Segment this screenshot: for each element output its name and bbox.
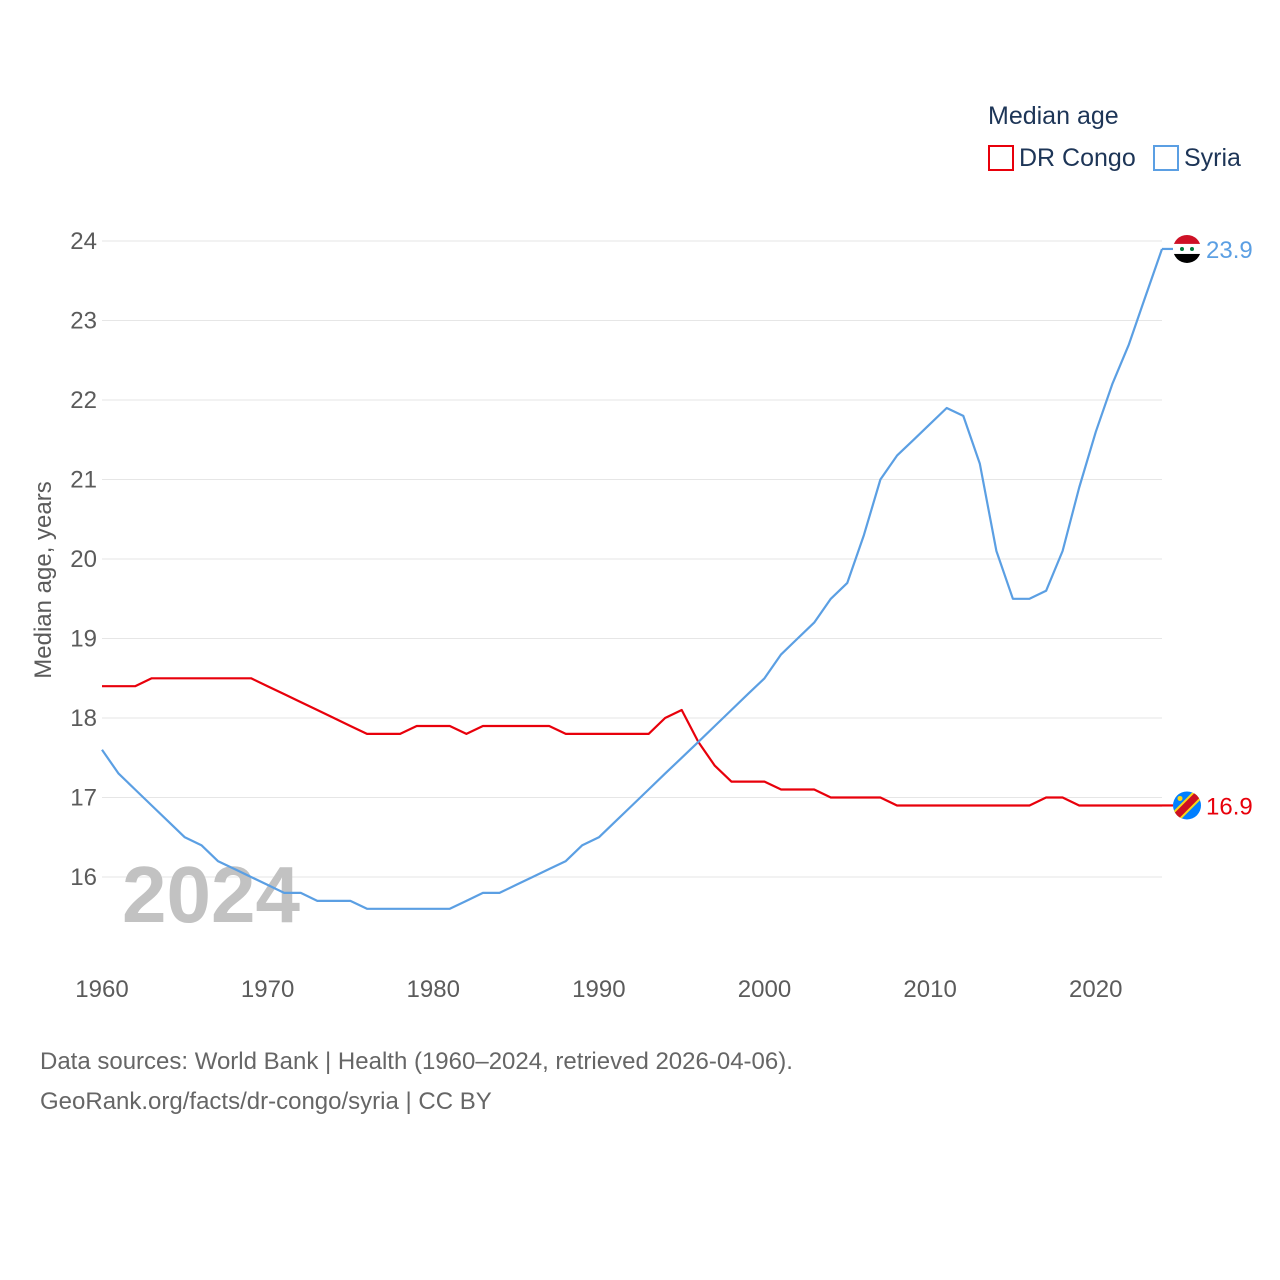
end-label-syria: 23.9 [1206,237,1253,264]
y-tick-label-20: 20 [70,546,97,573]
end-markers: 16.9 23.9 [1162,234,1253,820]
series-line-dr-congo [102,677,1162,807]
dr-congo-flag-icon [1173,791,1201,820]
legend-title: Median age [988,102,1119,130]
gridlines [102,240,1162,878]
x-tick-label-1980: 1980 [407,976,460,1003]
series-line-syria [101,248,1164,910]
y-tick-label-17: 17 [70,785,97,812]
y-tick-label-18: 18 [70,705,97,732]
x-tick-label-2000: 2000 [738,976,791,1003]
legend-swatch-syria [1153,145,1179,171]
x-tick-label-2010: 2010 [903,976,956,1003]
legend-label-dr-congo: DR Congo [1019,144,1136,172]
legend: Median age DR Congo Syria [988,102,1241,172]
y-tick-label-22: 22 [70,387,97,414]
y-tick-label-23: 23 [70,308,97,335]
source-line-2: GeoRank.org/facts/dr-congo/syria | CC BY [40,1088,492,1115]
legend-label-syria: Syria [1184,144,1241,172]
y-tick-label-24: 24 [70,228,97,255]
x-tick-label-2020: 2020 [1069,976,1122,1003]
source-line-1: Data sources: World Bank | Health (1960–… [40,1048,793,1075]
y-axis-ticks: 16 17 18 19 20 21 22 23 24 [70,228,97,891]
legend-swatch-dr-congo [988,145,1014,171]
y-tick-label-16: 16 [70,864,97,891]
end-label-dr-congo: 16.9 [1206,793,1253,820]
source-note: Data sources: World Bank | Health (1960–… [40,1042,793,1122]
series-lines [101,248,1164,910]
line-chart: 16 17 18 19 20 21 22 23 24 1960 1970 1980 1990 2000 2… [30,102,1253,1003]
y-axis-title: Median age, years [30,481,57,678]
y-tick-label-21: 21 [70,467,97,494]
x-tick-label-1970: 1970 [241,976,294,1003]
y-tick-label-19: 19 [70,626,97,653]
syria-flag-icon [1173,234,1201,263]
x-tick-label-1990: 1990 [572,976,625,1003]
x-axis-ticks: 1960 1970 1980 1990 2000 2010 2020 [75,976,1122,1003]
x-tick-label-1960: 1960 [75,976,128,1003]
year-watermark: 2024 [122,850,300,939]
legend-item-syria[interactable]: Syria [1153,144,1241,172]
legend-item-dr-congo[interactable]: DR Congo [988,144,1136,172]
